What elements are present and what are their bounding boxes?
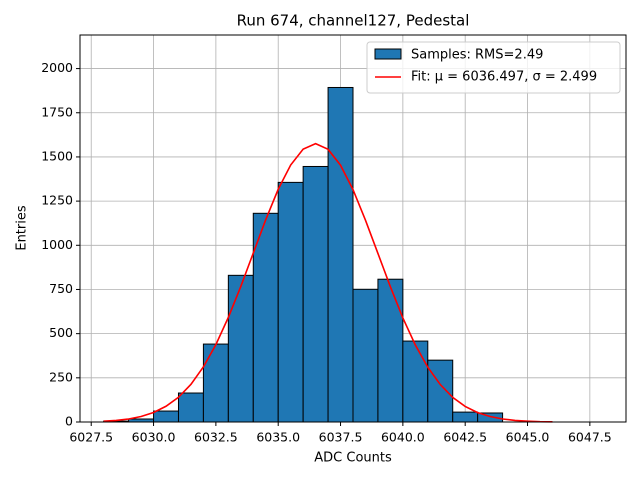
bar — [202, 343, 229, 423]
bar — [427, 359, 454, 423]
y-tick-label: 1500 — [41, 148, 73, 163]
bar — [153, 410, 179, 423]
y-tick-label: 0 — [65, 414, 73, 429]
bar — [377, 278, 404, 423]
bar — [352, 288, 379, 423]
bar — [327, 86, 354, 423]
x-tick-label: 6045.0 — [506, 430, 550, 445]
x-tick-label: 6047.5 — [568, 430, 612, 445]
y-tick-label: 1750 — [41, 104, 73, 119]
legend-label: Samples: RMS=2.49 — [411, 48, 543, 63]
y-tick-label: 500 — [49, 325, 73, 340]
legend-label: Fit: μ = 6036.497, σ = 2.499 — [411, 70, 597, 85]
x-axis-label: ADC Counts — [314, 451, 392, 466]
legend-box — [366, 41, 621, 94]
x-tick-label: 6042.5 — [443, 430, 487, 445]
x-tick-label: 6032.5 — [194, 430, 238, 445]
x-tick-label: 6030.0 — [132, 430, 176, 445]
legend-swatch — [374, 48, 402, 60]
axes-frame — [79, 34, 627, 423]
bar — [402, 340, 429, 423]
x-tick-label: 6040.0 — [381, 430, 425, 445]
chart-title: Run 674, channel127, Pedestal — [237, 12, 470, 30]
bar — [452, 411, 479, 423]
x-tick-label: 6027.5 — [69, 430, 113, 445]
bar — [277, 181, 304, 423]
y-tick-label: 2000 — [41, 60, 73, 75]
y-tick-label: 1250 — [41, 193, 73, 208]
bar — [177, 392, 204, 423]
bar — [302, 165, 329, 423]
fit-line — [103, 142, 553, 423]
y-tick-label: 250 — [49, 369, 73, 384]
y-tick-label: 750 — [49, 281, 73, 296]
legend: Samples: RMS=2.49 Fit: μ = 6036.497, σ = … — [366, 41, 621, 94]
y-axis-label: Entries — [15, 205, 30, 251]
x-tick-label: 6035.0 — [256, 430, 300, 445]
x-tick-label: 6037.5 — [319, 430, 363, 445]
y-tick-label: 1000 — [41, 237, 73, 252]
bar — [227, 274, 254, 423]
